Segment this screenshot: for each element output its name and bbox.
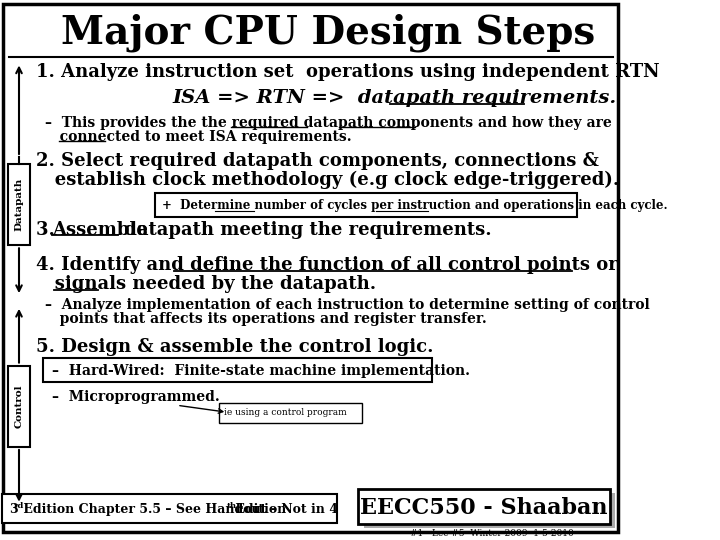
Text: 5. Design & assemble the control logic.: 5. Design & assemble the control logic.	[36, 338, 433, 356]
Text: EECC550 - Shaaban: EECC550 - Shaaban	[360, 497, 608, 518]
Text: 4. Identify and define the function of all control points or: 4. Identify and define the function of a…	[36, 256, 618, 274]
Text: 3.: 3.	[36, 220, 61, 239]
Text: –  Analyze implementation of each instruction to determine setting of control: – Analyze implementation of each instruc…	[45, 298, 649, 312]
Text: ISA => RTN =>  datapath requirements.: ISA => RTN => datapath requirements.	[173, 90, 617, 107]
Text: –  Microprogrammed.: – Microprogrammed.	[52, 390, 220, 404]
Text: –  Hard-Wired:  Finite-state machine implementation.: – Hard-Wired: Finite-state machine imple…	[52, 363, 470, 377]
Text: rd: rd	[14, 502, 24, 510]
FancyBboxPatch shape	[364, 492, 615, 529]
FancyBboxPatch shape	[4, 4, 618, 532]
FancyBboxPatch shape	[359, 489, 610, 524]
FancyBboxPatch shape	[219, 403, 362, 423]
Text: #1   Lec #5  Winter 2009  1-5-2010: #1 Lec #5 Winter 2009 1-5-2010	[410, 529, 574, 538]
Text: Control: Control	[14, 384, 24, 428]
Text: ie using a control program: ie using a control program	[224, 408, 346, 417]
Text: 2. Select required datapath components, connections &: 2. Select required datapath components, …	[36, 152, 599, 170]
Text: +  Determine number of cycles per instruction and operations in each cycle.: + Determine number of cycles per instruc…	[163, 199, 668, 212]
Text: Assemble: Assemble	[52, 220, 148, 239]
Text: signals needed by the datapath.: signals needed by the datapath.	[36, 275, 377, 293]
Text: connected to meet ISA requirements.: connected to meet ISA requirements.	[45, 130, 351, 144]
FancyBboxPatch shape	[156, 193, 577, 217]
Text: Major CPU Design Steps: Major CPU Design Steps	[61, 14, 595, 52]
Text: points that affects its operations and register transfer.: points that affects its operations and r…	[45, 312, 487, 326]
FancyBboxPatch shape	[1, 494, 337, 523]
FancyBboxPatch shape	[8, 366, 30, 447]
Text: th: th	[226, 502, 236, 510]
Text: Edition Chapter 5.5 – See Handout – Not in 4: Edition Chapter 5.5 – See Handout – Not …	[19, 503, 338, 516]
Text: –  This provides the the required datapath components and how they are: – This provides the the required datapat…	[45, 116, 612, 130]
FancyBboxPatch shape	[43, 357, 432, 382]
Text: establish clock methodology (e.g clock edge-triggered).: establish clock methodology (e.g clock e…	[36, 171, 619, 189]
Text: 1. Analyze instruction set  operations using independent RTN: 1. Analyze instruction set operations us…	[36, 63, 660, 80]
Text: Edition: Edition	[231, 503, 287, 516]
Text: 3: 3	[9, 503, 17, 516]
Text: Datapath: Datapath	[14, 178, 24, 231]
FancyBboxPatch shape	[8, 164, 30, 245]
Text: datapath meeting the requirements.: datapath meeting the requirements.	[118, 220, 492, 239]
